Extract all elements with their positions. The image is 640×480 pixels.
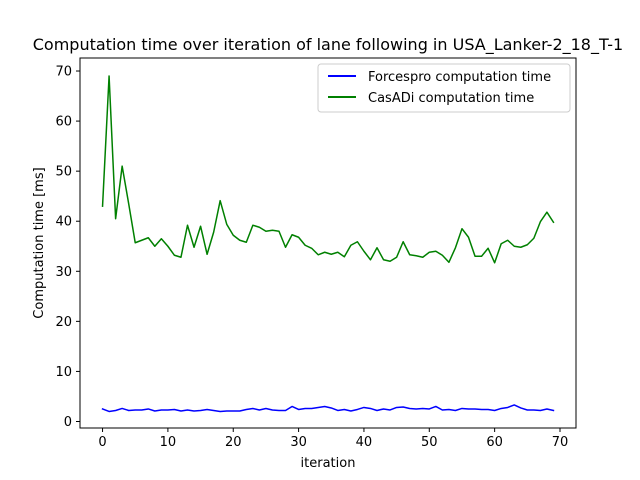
legend-label-casadi: CasADi computation time [368, 91, 534, 106]
axes-frame [79, 57, 577, 429]
x-tick-label: 20 [225, 435, 242, 450]
x-tick-label: 60 [486, 435, 503, 450]
y-tick-label: 30 [55, 265, 72, 280]
series-line-casadi [101, 75, 555, 264]
x-tick-label: 70 [552, 435, 569, 450]
y-tick-label: 40 [55, 215, 72, 230]
x-tick-label: 0 [98, 435, 106, 450]
x-axis-label: iteration [301, 456, 356, 471]
x-tick-label: 30 [290, 435, 307, 450]
y-axis-label: Computation time [ms] [32, 167, 47, 318]
legend-label-forcespro: Forcespro computation time [368, 70, 551, 85]
x-tick-label: 50 [421, 435, 438, 450]
y-tick-label: 10 [55, 365, 72, 380]
y-tick-label: 60 [55, 115, 72, 130]
y-tick-label: 20 [55, 315, 72, 330]
y-tick-label: 50 [55, 165, 72, 180]
y-axis: 0 10 20 30 40 50 60 70 [55, 65, 80, 430]
y-tick-label: 0 [64, 415, 72, 430]
legend: Forcespro computation time CasADi comput… [317, 63, 571, 113]
series-line-forcespro [101, 404, 555, 413]
y-tick-label: 70 [55, 65, 72, 80]
plot-area [101, 75, 555, 413]
x-tick-label: 40 [356, 435, 373, 450]
chart-title: Computation time over iteration of lane … [33, 35, 623, 55]
x-axis: 0 10 20 30 40 50 60 70 [98, 428, 568, 450]
legend-frame [317, 63, 571, 113]
x-tick-label: 10 [160, 435, 177, 450]
